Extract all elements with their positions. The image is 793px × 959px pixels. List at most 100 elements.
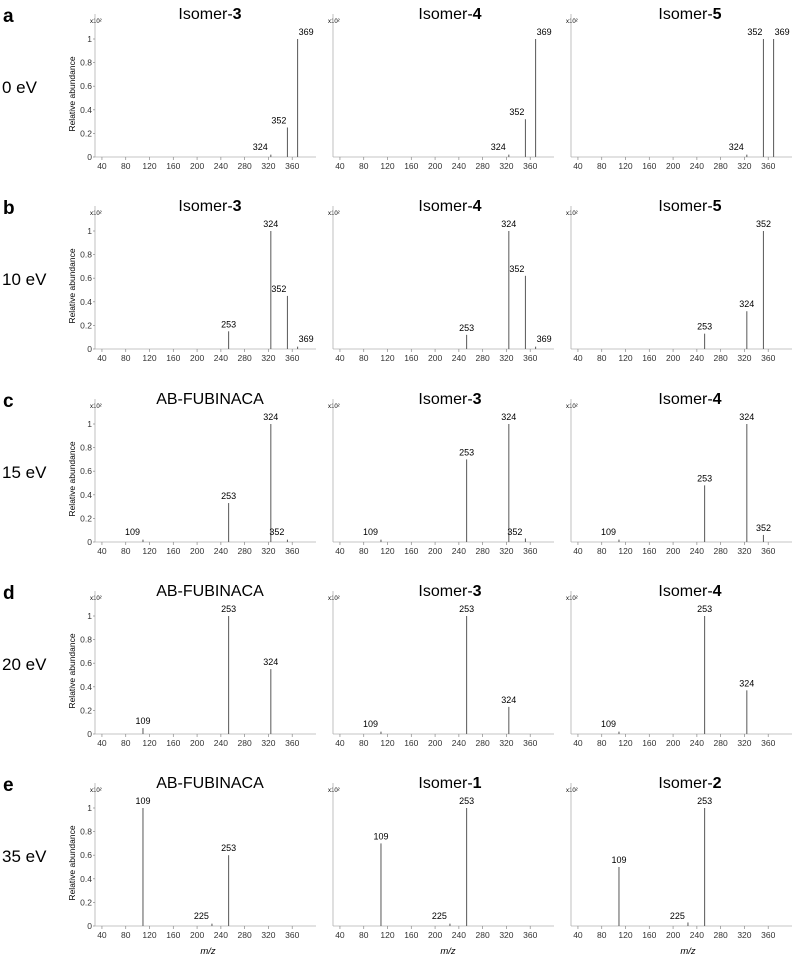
x-tick-label: 320 (499, 353, 513, 363)
x-tick-label: 280 (238, 930, 252, 940)
spectrum-plot: Isomer-2 x10² 40 80 120 160 200 240 280 320 360 109… (566, 775, 792, 957)
x-tick-label: 240 (214, 738, 228, 748)
plot-title: AB-FUBINACA (156, 391, 264, 408)
y-tick-label: 0.2 (80, 897, 92, 907)
y-tick-label: 0.4 (80, 874, 92, 884)
x-tick-label: 320 (499, 546, 513, 556)
peak-label: 109 (363, 527, 378, 537)
x-tick-label: 120 (380, 546, 394, 556)
x-tick-label: 320 (737, 930, 751, 940)
peak-label: 253 (459, 796, 474, 806)
x-tick-label: 200 (666, 161, 680, 171)
y-tick-label: 0.6 (80, 81, 92, 91)
spectrum-plot: Isomer-4 x10² 40 80 120 160 200 240 280 320 360 109… (566, 391, 792, 556)
y-scale-mark: x10² (328, 404, 340, 410)
peak-label: 109 (135, 796, 150, 806)
y-scale-mark: x10² (90, 596, 102, 602)
plot-title-text: Isomer- (658, 198, 712, 215)
spectrum-plot: Isomer-3 x10² 40 80 120 160 200 240 280 320 360 109… (328, 391, 554, 556)
x-tick-label: 360 (761, 930, 775, 940)
plot-title-text: Isomer- (418, 6, 472, 23)
x-tick-label: 120 (142, 161, 156, 171)
plot-title-number: 3 (233, 198, 242, 215)
peak-label: 324 (501, 219, 516, 229)
plot-title-text: Isomer- (658, 583, 712, 600)
x-tick-label: 160 (404, 161, 418, 171)
peak-label: 369 (775, 27, 790, 37)
x-tick-label: 120 (380, 930, 394, 940)
y-tick-label: 0.8 (80, 443, 92, 453)
y-tick-label: 0.8 (80, 250, 92, 260)
plot-title-number: 3 (233, 6, 242, 23)
peak-label: 253 (697, 473, 712, 483)
x-tick-label: 320 (261, 161, 275, 171)
plot-title-text: AB-FUBINACA (156, 391, 264, 408)
x-tick-label: 280 (476, 546, 490, 556)
x-tick-label: 320 (261, 546, 275, 556)
plot-title-number: 1 (473, 775, 482, 792)
y-tick-label: 0.6 (80, 850, 92, 860)
x-tick-label: 200 (428, 161, 442, 171)
x-tick-label: 40 (573, 353, 583, 363)
y-axis-label: Relative abundance (67, 825, 77, 900)
x-tick-label: 40 (97, 738, 107, 748)
y-axis-label: Relative abundance (67, 633, 77, 708)
x-tick-label: 360 (523, 546, 537, 556)
plot-title-text: Isomer- (178, 198, 232, 215)
y-tick-label: 0.2 (80, 320, 92, 330)
peak-label: 324 (739, 299, 754, 309)
x-tick-label: 360 (523, 738, 537, 748)
x-tick-label: 80 (597, 546, 607, 556)
x-tick-label: 80 (121, 546, 131, 556)
plot-title: Isomer-4 (418, 198, 481, 215)
plot-title-number: 2 (713, 775, 722, 792)
x-tick-label: 280 (238, 546, 252, 556)
y-tick-label: 0.8 (80, 635, 92, 645)
plot-title: Isomer-5 (658, 198, 721, 215)
x-tick-label: 80 (121, 738, 131, 748)
collision-energy-label: 15 eV (2, 463, 47, 482)
x-tick-label: 160 (166, 161, 180, 171)
x-tick-label: 280 (476, 930, 490, 940)
plot-title-number: 4 (473, 198, 482, 215)
peak-label: 324 (491, 142, 506, 152)
y-scale-mark: x10² (328, 596, 340, 602)
x-tick-label: 40 (573, 738, 583, 748)
spectrum-plot: Isomer-4 x10² 40 80 120 160 200 240 280 320 360 324… (328, 6, 554, 171)
x-tick-label: 360 (523, 930, 537, 940)
x-tick-label: 360 (523, 353, 537, 363)
x-tick-label: 240 (452, 546, 466, 556)
x-tick-label: 40 (335, 161, 345, 171)
x-tick-label: 120 (618, 353, 632, 363)
x-tick-label: 160 (404, 738, 418, 748)
peak-label: 253 (221, 843, 236, 853)
x-tick-label: 360 (285, 930, 299, 940)
peak-label: 352 (509, 107, 524, 117)
peak-label: 253 (221, 491, 236, 501)
x-tick-label: 80 (597, 161, 607, 171)
plot-title: AB-FUBINACA (156, 583, 264, 600)
y-scale-mark: x10² (90, 788, 102, 794)
y-tick-label: 0.4 (80, 105, 92, 115)
peak-label: 225 (194, 911, 209, 921)
x-tick-label: 160 (404, 930, 418, 940)
peak-label: 324 (729, 142, 744, 152)
x-tick-label: 360 (523, 161, 537, 171)
plot-title: Isomer-3 (418, 391, 481, 408)
peak-label: 324 (253, 142, 268, 152)
x-tick-label: 160 (166, 738, 180, 748)
x-tick-label: 200 (666, 546, 680, 556)
x-tick-label: 320 (499, 738, 513, 748)
x-tick-label: 160 (166, 353, 180, 363)
spectrum-plot: Isomer-5 x10² 40 80 120 160 200 240 280 320 360 253… (566, 198, 792, 363)
x-tick-label: 120 (142, 353, 156, 363)
x-tick-label: 80 (121, 353, 131, 363)
x-tick-label: 80 (121, 161, 131, 171)
spectrum-plot: Isomer-3 x10² 0 0.2 0.4 0.6 0.8 1 Relative abund… (67, 198, 316, 363)
spectrum-plot: Isomer-3 x10² 40 80 120 160 200 240 280 320 360 109… (328, 583, 554, 748)
peak-label: 109 (601, 527, 616, 537)
peak-label: 324 (263, 412, 278, 422)
x-tick-label: 120 (618, 738, 632, 748)
peak-label: 253 (697, 322, 712, 332)
